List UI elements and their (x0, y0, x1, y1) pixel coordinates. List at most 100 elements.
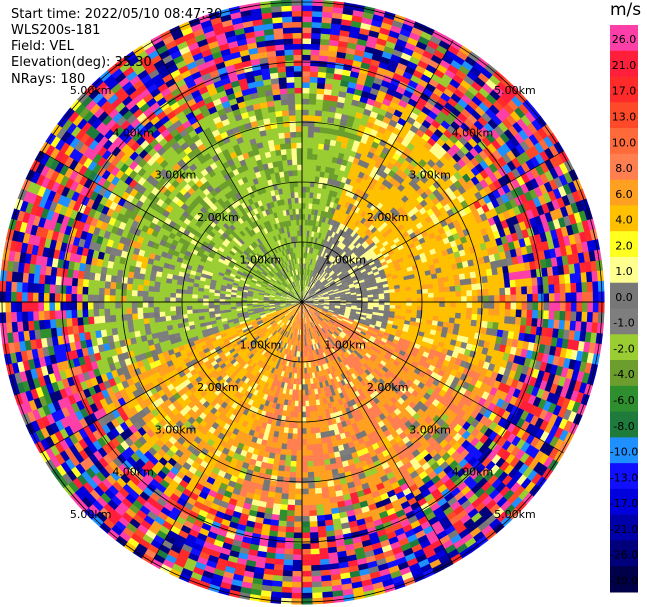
velocity-cell (305, 279, 308, 286)
velocity-cell (424, 44, 437, 55)
velocity-cell (307, 147, 313, 155)
velocity-cell (306, 158, 313, 166)
velocity-cell (308, 504, 317, 512)
velocity-cell (316, 82, 326, 90)
velocity-cell (415, 40, 428, 51)
velocity-cell (321, 187, 327, 195)
velocity-cell (397, 33, 410, 43)
velocity-cell (330, 207, 337, 215)
velocity-cell (311, 159, 318, 166)
velocity-cell (323, 171, 330, 179)
velocity-cell (308, 263, 312, 270)
velocity-cell (333, 168, 341, 176)
velocity-cell (324, 240, 330, 247)
velocity-cell (301, 505, 310, 512)
velocity-cell (307, 471, 315, 479)
velocity-cell (510, 302, 517, 310)
velocity-cell (483, 302, 490, 309)
velocity-cell (306, 235, 310, 242)
velocity-cell (302, 164, 308, 171)
velocity-cell (373, 8, 386, 18)
velocity-cell (449, 307, 457, 313)
velocity-cell (309, 225, 313, 232)
velocity-cell (338, 222, 344, 230)
velocity-cell (317, 148, 324, 156)
velocity-cell (488, 288, 495, 296)
velocity-cell (449, 291, 457, 298)
velocity-cell (348, 209, 355, 217)
velocity-cell (310, 276, 314, 282)
velocity-cell (301, 521, 310, 528)
velocity-cell (315, 203, 320, 211)
velocity-cell (322, 257, 328, 264)
velocity-cell (339, 118, 348, 127)
velocity-cell (306, 263, 309, 270)
velocity-cell (461, 302, 468, 309)
velocity-cell (310, 169, 317, 177)
velocity-cell (294, 499, 302, 506)
velocity-cell (306, 180, 311, 187)
velocity-cell (321, 227, 327, 235)
velocity-cell (488, 308, 495, 316)
velocity-cell (428, 302, 435, 307)
velocity-cell (298, 384, 302, 391)
velocity-cell (307, 383, 312, 391)
velocity-cell (305, 285, 308, 292)
velocity-cell (308, 499, 317, 506)
velocity-cell (304, 291, 307, 297)
velocity-cell (303, 290, 305, 297)
velocity-cell (301, 428, 307, 435)
velocity-cell (417, 97, 428, 107)
velocity-cell (301, 411, 306, 418)
velocity-cell (333, 117, 342, 125)
velocity-cell (302, 10, 313, 17)
velocity-cell (324, 188, 331, 196)
velocity-cell (331, 178, 338, 186)
velocity-cell (307, 136, 314, 144)
velocity-cell (302, 252, 304, 259)
velocity-cell (317, 261, 322, 268)
velocity-cell (409, 111, 419, 121)
velocity-cell (312, 0, 324, 7)
velocity-cell (348, 191, 356, 199)
velocity-cell (340, 24, 352, 32)
velocity-cell (330, 133, 338, 141)
velocity-cell (320, 262, 325, 269)
velocity-cell (308, 103, 317, 111)
velocity-cell (404, 41, 417, 52)
velocity-cell (317, 249, 322, 256)
velocity-cell (302, 208, 306, 215)
velocity-cell (303, 285, 305, 292)
velocity-cell (460, 290, 468, 297)
velocity-cell (499, 294, 506, 303)
velocity-cell (336, 134, 344, 143)
velocity-cell (367, 297, 374, 300)
velocity-cell (332, 151, 340, 159)
velocity-cell (320, 238, 325, 246)
velocity-cell (532, 293, 539, 303)
velocity-cell (316, 93, 325, 100)
velocity-cell (406, 294, 413, 299)
velocity-cell (302, 76, 311, 83)
velocity-cell (302, 43, 312, 50)
velocity-cell (296, 450, 302, 457)
velocity-cell (302, 54, 312, 61)
velocity-cell (422, 288, 429, 294)
velocity-cell (326, 66, 336, 74)
velocity-cell (394, 291, 402, 296)
velocity-cell (301, 417, 307, 424)
velocity-cell (402, 46, 415, 57)
velocity-cell (302, 219, 305, 226)
velocity-cell (322, 239, 327, 246)
velocity-cell (315, 98, 324, 106)
velocity-cell (298, 406, 302, 413)
velocity-cell (344, 165, 352, 174)
velocity-cell (304, 285, 307, 292)
velocity-cell (346, 196, 353, 204)
velocity-cell (305, 274, 308, 281)
velocity-cell (331, 128, 339, 136)
velocity-cell (306, 175, 312, 182)
velocity-cell (305, 197, 310, 204)
velocity-cell (317, 209, 322, 217)
